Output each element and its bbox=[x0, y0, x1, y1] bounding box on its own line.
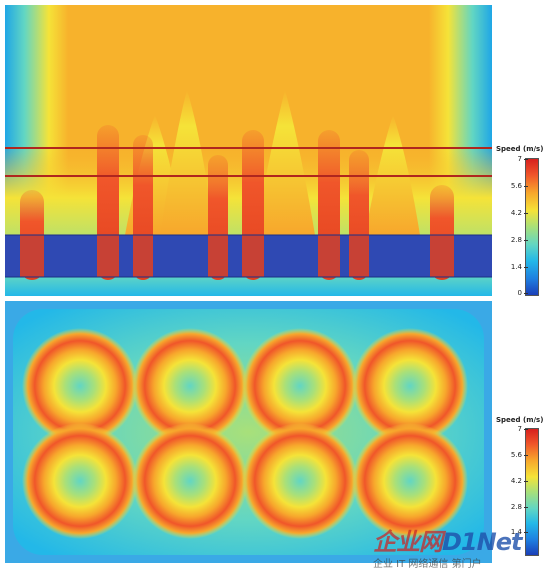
airflow-cell bbox=[22, 423, 138, 539]
legend-tick: 2.8 bbox=[500, 503, 528, 511]
legend-tick: 4.2 bbox=[500, 477, 528, 485]
rack-gap bbox=[133, 235, 153, 277]
legend-tick: 1.4 bbox=[500, 528, 528, 536]
airflow-cell bbox=[132, 328, 248, 444]
legend-tick: 4.2 bbox=[500, 209, 528, 217]
legend-title: Speed (m/s) bbox=[496, 416, 544, 424]
watermark-subtitle: 企业 IT 网络通信 第门户 bbox=[373, 559, 482, 570]
plan-view-svg bbox=[5, 301, 492, 563]
plume bbox=[255, 90, 315, 235]
speed-legend-top: Speed (m/s) 7 5.6 4.2 2.8 1.4 0 bbox=[494, 145, 546, 298]
legend-tick: 1.4 bbox=[500, 263, 528, 271]
rack-gap bbox=[318, 235, 340, 277]
airflow-cell bbox=[242, 328, 358, 444]
rack-gap bbox=[430, 235, 454, 277]
watermark-logo-brand: D1Net bbox=[442, 528, 522, 556]
legend-color-bar bbox=[525, 428, 539, 556]
airflow-cell bbox=[242, 423, 358, 539]
side-view-speed-map bbox=[5, 5, 492, 296]
rack-gap bbox=[208, 235, 228, 277]
watermark-logo-text: 企业网D1Net bbox=[373, 522, 522, 557]
airflow-cell bbox=[22, 328, 138, 444]
rack-gap bbox=[349, 235, 369, 277]
floor-band bbox=[5, 275, 492, 296]
legend-title: Speed (m/s) bbox=[496, 145, 544, 153]
plume bbox=[160, 90, 215, 235]
legend-tick: 0 bbox=[500, 289, 528, 297]
airflow-cell bbox=[352, 328, 468, 444]
legend-tick: 5.6 bbox=[500, 182, 528, 190]
speed-legend-bottom: Speed (m/s) 7 5.6 4.2 2.8 1.4 bbox=[494, 416, 546, 557]
legend-tick: 2.8 bbox=[500, 236, 528, 244]
airflow-cells bbox=[22, 328, 468, 539]
rack-gap bbox=[97, 235, 119, 277]
side-view-svg bbox=[5, 5, 492, 296]
airflow-cell bbox=[352, 423, 468, 539]
rack-gap bbox=[20, 235, 44, 277]
rack-gap bbox=[242, 235, 264, 277]
legend-color-bar bbox=[525, 158, 539, 296]
legend-tick: 5.6 bbox=[500, 451, 528, 459]
plan-view-speed-map bbox=[5, 301, 492, 563]
legend-tick: 7 bbox=[500, 425, 528, 433]
rack-rows bbox=[5, 234, 492, 278]
airflow-cell bbox=[132, 423, 248, 539]
legend-tick: 7 bbox=[500, 155, 528, 163]
watermark-logo-cn: 企业网 bbox=[373, 528, 443, 556]
watermark-logo: 企业网D1Net 企业 IT 网络通信 第门户 bbox=[373, 520, 552, 570]
